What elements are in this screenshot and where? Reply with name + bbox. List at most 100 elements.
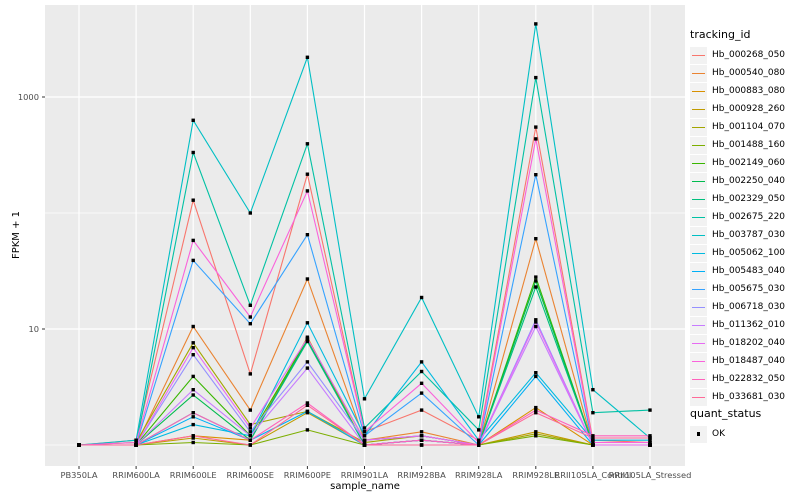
legend-key: [690, 172, 707, 190]
legend-item-label: Hb_005483_040: [712, 266, 786, 276]
x-tick-label: RRIM600PE: [284, 470, 331, 480]
data-point-Hb_018202_040: [362, 438, 367, 442]
line-swatch-icon: [692, 396, 705, 398]
data-point-Hb_018487_040: [362, 430, 367, 434]
point-swatch-icon: [696, 432, 701, 436]
data-point-Hb_011362_010: [248, 434, 252, 438]
legend-title-tracking-id: tracking_id: [690, 28, 751, 41]
data-point-Hb_002250_040: [534, 279, 538, 283]
legend-item-Hb_001488_160: Hb_001488_160: [690, 136, 800, 154]
line-swatch-icon: [692, 162, 705, 164]
data-point-Hb_000268_050: [534, 125, 538, 129]
legend-item-Hb_002675_220: Hb_002675_220: [690, 208, 800, 226]
legend-key: [690, 280, 707, 298]
data-point-Hb_002149_060: [191, 374, 195, 379]
data-point-Hb_005483_040: [191, 415, 195, 419]
legend-item-Hb_005675_030: Hb_005675_030: [690, 280, 800, 298]
data-point-Hb_003787_030: [534, 22, 538, 26]
data-point-Hb_033681_030: [305, 403, 310, 407]
data-point-Hb_002149_060: [534, 275, 538, 279]
legend-key: [690, 118, 707, 136]
legend-item-Hb_002250_040: Hb_002250_040: [690, 172, 800, 190]
x-tick-label: RRIM928LA: [455, 470, 503, 480]
data-point-Hb_000883_080: [534, 405, 538, 410]
legend-key: [690, 154, 707, 172]
data-point-Hb_002675_220: [248, 303, 252, 307]
legend-item-label: Hb_000540_080: [712, 68, 786, 78]
data-point-Hb_018202_040: [305, 336, 310, 341]
line-swatch-icon: [692, 144, 705, 146]
data-point-Hb_005675_030: [191, 258, 195, 263]
legend-item-Hb_002329_050: Hb_002329_050: [690, 190, 800, 208]
data-point-Hb_005675_030: [362, 434, 367, 438]
data-point-Hb_018487_040: [477, 440, 481, 445]
data-point-Hb_018202_040: [248, 426, 252, 430]
legend-key: [690, 208, 707, 226]
data-point-Hb_018202_040: [648, 443, 652, 447]
line-swatch-icon: [692, 270, 705, 272]
legend-item-label: Hb_002675_220: [712, 212, 786, 222]
data-point-Hb_022832_050: [419, 438, 424, 442]
data-point-Hb_001488_160: [534, 434, 538, 438]
data-point-Hb_022832_050: [534, 408, 538, 412]
data-point-Hb_002675_220: [419, 369, 424, 374]
data-point-Hb_003787_030: [248, 211, 252, 215]
legend-item-label: Hb_005062_100: [712, 248, 786, 258]
data-point-Hb_000540_080: [248, 408, 252, 412]
data-point-Hb_018487_040: [248, 315, 252, 319]
data-point-Hb_005675_030: [534, 173, 538, 177]
legend-items: Hb_000268_050 Hb_000540_080 Hb_000883_080 H…: [690, 46, 800, 406]
data-point-Hb_018202_040: [191, 346, 195, 350]
legend-item-Hb_006718_030: Hb_006718_030: [690, 298, 800, 316]
legend-quant-status: quant_status OK: [690, 407, 800, 443]
data-point-Hb_033681_030: [77, 443, 81, 447]
line-swatch-icon: [692, 72, 705, 74]
line-swatch-icon: [692, 198, 705, 200]
data-point-Hb_001104_070: [191, 341, 195, 345]
legend-key: [690, 82, 707, 100]
x-tick-label: PB350LA: [60, 470, 97, 480]
data-point-Hb_006718_030: [305, 360, 310, 364]
line-swatch-icon: [692, 378, 705, 380]
data-point-Hb_033681_030: [419, 443, 424, 447]
legend-item-Hb_022832_050: Hb_022832_050: [690, 370, 800, 388]
line-swatch-icon: [692, 180, 705, 182]
legend-item-Hb_011362_010: Hb_011362_010: [690, 316, 800, 334]
legend-key: [690, 425, 707, 443]
data-point-Hb_002329_050: [534, 285, 538, 289]
x-tick-label: RRIM600LA: [112, 470, 160, 480]
legend-item-label: Hb_000928_260: [712, 104, 786, 114]
legend-item-Hb_000268_050: Hb_000268_050: [690, 46, 800, 64]
line-swatch-icon: [692, 342, 705, 344]
legend-key: [690, 226, 707, 244]
x-tick-label: RRIM901LA: [341, 470, 389, 480]
y-tick-label: 1000: [18, 92, 39, 102]
data-point-Hb_002675_220: [591, 411, 595, 415]
data-point-Hb_002329_050: [305, 339, 310, 344]
legend-item-Hb_005062_100: Hb_005062_100: [690, 244, 800, 262]
data-point-Hb_018487_040: [134, 440, 138, 445]
legend-item-label: Hb_001488_160: [712, 140, 786, 150]
data-point-Hb_022832_050: [248, 438, 252, 442]
legend-item-label: Hb_003787_030: [712, 230, 786, 240]
legend-key: [690, 64, 707, 82]
x-tick-label: RRIM928BA: [397, 470, 446, 480]
data-point-Hb_002675_220: [648, 408, 652, 412]
x-axis-title: sample_name: [330, 481, 400, 492]
line-swatch-icon: [692, 306, 705, 308]
data-point-Hb_002675_220: [191, 150, 195, 155]
data-point-Hb_003787_030: [591, 388, 595, 392]
data-point-Hb_011362_010: [534, 324, 538, 329]
data-point-Hb_033681_030: [362, 443, 367, 447]
line-swatch-icon: [692, 288, 705, 290]
data-point-Hb_003787_030: [477, 415, 481, 419]
legend-key: [690, 370, 707, 388]
legend-item-label: Hb_011362_010: [712, 320, 786, 330]
data-point-Hb_006718_030: [534, 318, 538, 322]
data-point-Hb_005062_100: [191, 422, 195, 427]
legend-key: [690, 46, 707, 64]
data-point-Hb_022832_050: [305, 401, 310, 405]
data-point-Hb_022832_050: [648, 434, 652, 438]
data-point-Hb_011362_010: [191, 388, 195, 392]
